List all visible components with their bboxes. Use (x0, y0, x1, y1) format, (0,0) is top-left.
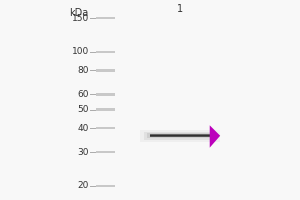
Bar (96, 151, 115, 153)
Text: 1: 1 (177, 4, 183, 14)
Text: 20: 20 (77, 181, 89, 190)
Text: 50: 50 (77, 105, 89, 114)
Text: 150: 150 (71, 14, 89, 23)
Text: 80: 80 (77, 66, 89, 75)
Bar (96, 185, 115, 187)
Text: 40: 40 (77, 124, 89, 133)
Bar (96, 69, 115, 72)
Bar (140, 130, 220, 142)
Text: kDa: kDa (70, 8, 89, 18)
Text: 30: 30 (77, 148, 89, 157)
Bar (96, 108, 115, 111)
Bar (96, 93, 115, 96)
Bar (147, 133, 213, 138)
Text: 100: 100 (71, 47, 89, 56)
Text: 60: 60 (77, 90, 89, 99)
Bar (96, 17, 115, 19)
Polygon shape (210, 125, 220, 148)
Bar (144, 132, 216, 140)
Bar (96, 127, 115, 129)
Bar (96, 51, 115, 53)
